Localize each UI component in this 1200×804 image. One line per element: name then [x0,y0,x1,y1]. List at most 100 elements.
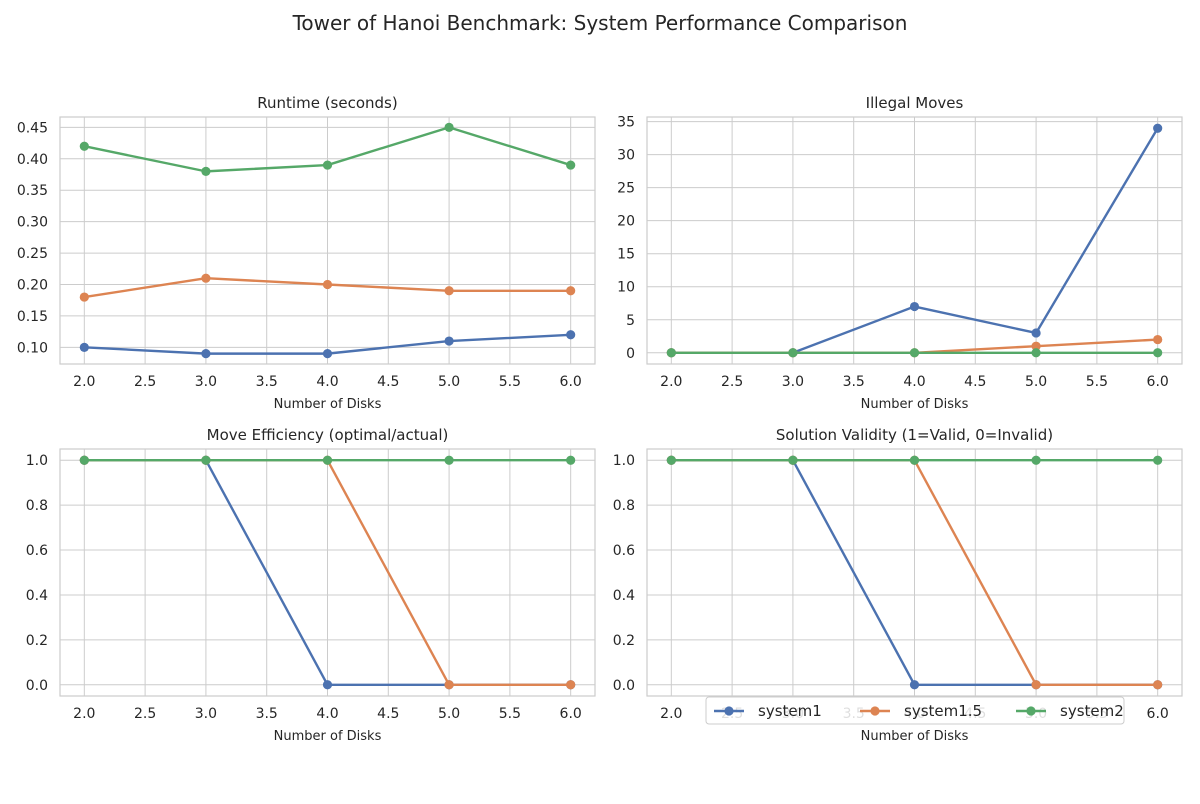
data-point-system1 [909,680,920,690]
x-tick-label: 2.5 [721,374,743,390]
x-axis-label: Number of Disks [274,729,382,744]
y-tick-label: 5 [626,313,635,329]
x-tick-label: 4.0 [903,374,925,390]
data-point-system1-5 [322,279,333,290]
y-tick-label: 0.35 [17,183,48,199]
y-tick-label: 25 [617,181,635,197]
data-point-system2 [909,455,920,465]
data-point-system1-5 [444,286,454,296]
data-point-system1 [444,336,454,346]
data-point-system2 [444,122,454,132]
x-tick-label: 5.0 [1025,374,1047,390]
x-tick-label: 4.5 [377,374,399,390]
y-tick-label: 35 [617,115,635,131]
x-tick-label: 2.5 [134,706,156,722]
data-point-system2 [444,455,454,465]
x-tick-label: 5.5 [499,374,521,390]
legend-entry: system1 [714,702,822,720]
y-tick-label: 0.40 [17,152,48,168]
x-axis-label: Number of Disks [274,397,382,412]
data-point-system2 [79,455,89,465]
x-tick-label: 6.0 [1147,374,1169,390]
legend-label: system2 [1060,702,1124,720]
y-tick-label: 0.0 [26,678,48,694]
data-point-system1 [201,349,211,359]
x-tick-label: 5.5 [1086,374,1108,390]
x-tick-label: 2.0 [73,706,95,722]
y-tick-label: 0.20 [17,277,48,293]
chart-panel-1: 2.0 2.5 3.0 3.5 4.0 4.5 5.0 5.5 6.0 0.10 0.15 0.20 0… [17,94,596,412]
data-point-system1 [322,349,333,359]
data-point-system2 [566,160,576,170]
legend-swatch-marker [1026,706,1036,716]
y-tick-label: 0.4 [26,588,48,604]
x-tick-label: 6.0 [560,374,582,390]
y-tick-label: 1.0 [613,453,635,469]
x-tick-label: 4.5 [377,706,399,722]
axes-frame [646,116,1183,365]
data-point-system1 [909,301,920,312]
data-point-system2 [1153,455,1163,465]
x-tick-label: 2.5 [134,374,156,390]
data-point-system1 [1153,123,1163,133]
x-tick-label: 5.0 [438,374,460,390]
figure-title: Tower of Hanoi Benchmark: System Perform… [292,11,908,35]
chart-panel-2: 2.0 2.5 3.0 3.5 4.0 4.5 5.0 5.5 6.0 0 5 10 15 20 25 30 3… [617,94,1183,412]
x-tick-label: 5.0 [438,706,460,722]
data-point-system2 [666,455,676,465]
y-tick-label: 0.4 [613,588,635,604]
data-point-system1-5 [444,680,454,690]
x-tick-label: 4.0 [316,374,338,390]
y-tick-label: 10 [617,280,635,296]
x-tick-label: 3.5 [843,374,865,390]
x-tick-label: 3.0 [195,706,217,722]
data-point-system2 [79,141,89,151]
data-point-system2 [1031,455,1041,465]
y-tick-label: 0.0 [613,678,635,694]
data-point-system2 [666,348,676,358]
y-tick-label: 0.10 [17,340,48,356]
y-tick-label: 0.45 [17,120,48,136]
x-tick-label: 3.5 [256,374,278,390]
legend-entry: system2 [1016,702,1124,720]
chart-title: Solution Validity (1=Valid, 0=Invalid) [776,426,1053,444]
data-point-system1-5 [201,273,211,283]
x-tick-label: 2.0 [660,706,682,722]
x-tick-label: 4.0 [316,706,338,722]
x-tick-label: 2.0 [660,374,682,390]
x-tick-label: 3.0 [195,374,217,390]
x-tick-label: 5.5 [499,706,521,722]
legend-entry: system1.5 [860,702,982,720]
data-point-system2 [322,455,333,465]
y-tick-label: 0.2 [26,633,48,649]
y-tick-label: 15 [617,247,635,263]
data-point-system2 [909,348,920,358]
x-tick-label: 3.5 [256,706,278,722]
data-point-system2 [1153,348,1163,358]
data-point-system1-5 [566,680,576,690]
x-tick-label: 4.5 [964,374,986,390]
y-tick-label: 0.8 [26,498,48,514]
x-axis-label: Number of Disks [861,397,969,412]
data-point-system1-5 [1031,341,1041,351]
chart-panel-4: 2.02.53.03.54.04.55.05.56.00.00.20.40.60… [613,426,1183,744]
y-tick-label: 0.25 [17,246,48,262]
legend-label: system1 [758,702,822,720]
y-tick-label: 0.30 [17,215,48,231]
chart-panel-3: 2.0 2.5 3.0 3.5 4.0 4.5 5.0 5.5 6.0 0.0 0.2 0.4 0.6 0… [26,426,596,744]
axes-frame [646,448,1183,697]
x-tick-label: 6.0 [560,706,582,722]
data-point-system1 [1031,328,1041,338]
legend-swatch-marker [724,706,734,716]
legend: system1 system1.5 system2 [705,696,1125,725]
legend-label: system1.5 [904,702,982,720]
y-tick-label: 0.6 [26,543,48,559]
data-point-system1-5 [1153,334,1163,345]
data-point-system2 [788,348,798,358]
y-tick-label: 0 [626,346,635,362]
data-point-system1-5 [1153,680,1163,690]
data-point-system1 [566,330,576,340]
data-point-system1 [322,680,333,690]
